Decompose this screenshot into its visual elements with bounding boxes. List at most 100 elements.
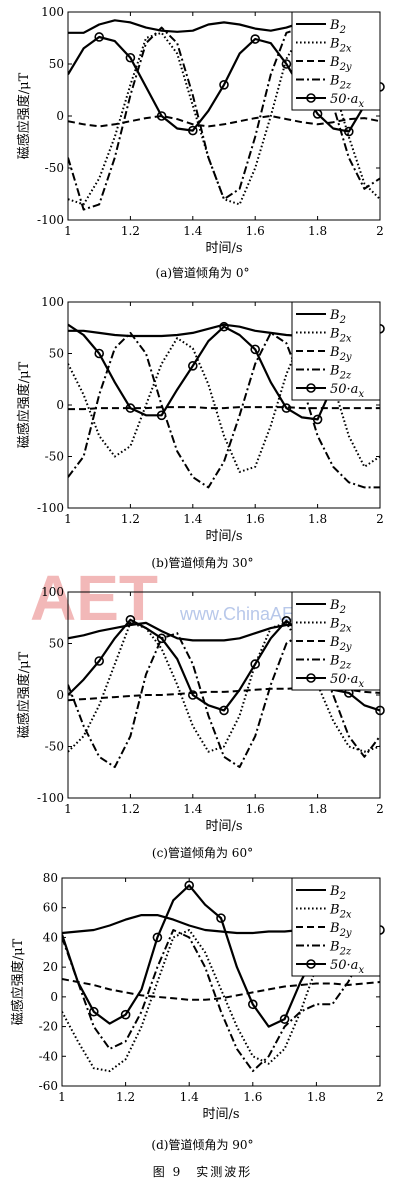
series-marker: [281, 403, 292, 413]
legend-entry-label: 50·ax: [330, 92, 364, 110]
x-tick-label: 2: [376, 512, 384, 526]
caption-d: (d)管道倾角为 90°: [151, 1138, 254, 1152]
x-tick-label: 1.8: [308, 512, 327, 526]
series-marker: [152, 932, 163, 943]
series-marker: [120, 1009, 131, 1020]
x-axis-label: 时间/s: [205, 819, 242, 834]
legend-entry-label: B2x: [329, 37, 352, 55]
legend-entry-label: B2z: [329, 940, 352, 958]
chart-panel-b: 1 1.2 1.4 1.6 1.8 2 -100 -50 0 50 100 时间/s 磁感应强度/μT B…: [0, 290, 405, 580]
legend-entry-label: B2z: [329, 74, 352, 92]
series-marker: [375, 705, 385, 716]
y-tick-label: -100: [37, 791, 64, 805]
series-marker: [188, 690, 198, 700]
series-marker: [250, 344, 260, 355]
series-marker: [312, 414, 323, 425]
x-tick-label: 1.2: [121, 512, 140, 526]
series-marker: [94, 656, 104, 666]
chart-a: 1 1.2 1.4 1.6 1.8 2 -100 -50 0 50 100 时间/s 磁感应强度/μT B…: [16, 5, 385, 256]
series-line-dashed: [68, 686, 380, 702]
series-marker: [184, 880, 194, 891]
y-tick-label: 50: [49, 637, 64, 651]
y-tick-label: -60: [39, 1079, 58, 1093]
series-marker: [89, 1006, 99, 1017]
x-axis-label: 时间/s: [205, 529, 242, 544]
legend-box: [291, 877, 381, 977]
y-tick-label: 100: [41, 5, 64, 19]
series-marker: [248, 999, 258, 1010]
x-tick-label: 1.6: [243, 1090, 262, 1104]
x-axis-label: 时间/s: [202, 1107, 239, 1122]
x-tick-label: 1: [58, 1090, 66, 1104]
y-tick-label: 0: [56, 109, 64, 123]
x-tick-label: 1.8: [308, 802, 327, 816]
legend-entry-label: B2x: [329, 903, 352, 921]
y-tick-label: -50: [45, 450, 64, 464]
series-line-dashdot: [62, 929, 380, 1073]
series-marker: [281, 616, 292, 626]
legend-entry-label: B2z: [329, 364, 352, 382]
x-tick-label: 1: [64, 802, 72, 816]
y-tick-label: 50: [49, 347, 64, 361]
caption-a: (a)管道倾角为 0°: [155, 266, 250, 280]
series-marker: [156, 633, 167, 644]
y-tick-label: 0: [50, 990, 58, 1004]
chart-d: 1 1.2 1.4 1.6 1.8 2 -60 -40 -20 0 20 40 60 80 时间/s 磁感应强…: [10, 871, 385, 1122]
series-marker: [156, 111, 167, 121]
series-line-dashed: [68, 115, 380, 128]
legend-marker: [306, 959, 316, 969]
legend-box: [291, 591, 381, 691]
series-marker: [343, 126, 354, 137]
x-tick-label: 1.6: [246, 802, 265, 816]
chart-b: 1 1.2 1.4 1.6 1.8 2 -100 -50 0 50 100 时间/s 磁感应强度/μT B…: [16, 295, 385, 544]
x-tick-label: 1.8: [307, 1090, 326, 1104]
series-marker: [94, 32, 104, 42]
y-tick-label: -50: [45, 740, 64, 754]
legend-entry-label: B2y: [329, 55, 352, 73]
legend-entry-label: B2x: [329, 327, 352, 345]
series-marker: [125, 615, 136, 625]
series-marker: [250, 659, 260, 669]
y-tick-label: 50: [49, 57, 64, 71]
series-marker: [125, 52, 136, 63]
y-tick-label: -40: [39, 1049, 58, 1063]
legend-entry-label: 50·ax: [330, 382, 364, 400]
y-axis-label: 磁感应强度/μT: [10, 938, 26, 1025]
legend-entry-label: 50·ax: [330, 958, 364, 976]
legend-entry-label: B2y: [329, 635, 352, 653]
chart-c: 1 1.2 1.4 1.6 1.8 2 -100 -50 0 50 100 时间/s 磁感应强度/μT B…: [16, 585, 385, 834]
x-tick-label: 1.4: [180, 1090, 199, 1104]
caption-b: (b)管道倾角为 30°: [151, 556, 254, 570]
series-marker: [279, 1014, 290, 1024]
y-tick-label: -50: [45, 161, 64, 175]
series-line-dotted: [68, 337, 380, 473]
x-tick-label: 1.4: [183, 224, 202, 238]
caption-c: (c)管道倾角为 60°: [151, 846, 254, 860]
y-tick-label: 60: [43, 901, 58, 915]
y-tick-label: 20: [43, 960, 58, 974]
legend-entry-label: B2z: [329, 654, 352, 672]
x-tick-label: 2: [376, 224, 384, 238]
y-tick-label: -100: [37, 501, 64, 515]
y-tick-label: -20: [39, 1020, 58, 1034]
legend-entry-label: B2: [329, 308, 346, 326]
y-tick-label: -100: [37, 213, 64, 227]
series-marker: [250, 34, 260, 44]
series-marker: [94, 348, 104, 359]
series-marker: [188, 125, 198, 136]
series-marker: [219, 321, 229, 332]
x-tick-label: 1: [64, 512, 72, 526]
legend-entry-label: 50·ax: [330, 672, 364, 690]
series-marker: [125, 403, 136, 413]
series-marker: [156, 410, 167, 421]
x-tick-label: 1.6: [246, 224, 265, 238]
y-tick-label: 100: [41, 295, 64, 309]
figure-caption: 图 9 实测波形: [152, 1165, 253, 1179]
series-marker: [219, 80, 229, 90]
x-tick-label: 1.8: [308, 224, 327, 238]
legend-entry-label: B2: [329, 18, 346, 36]
legend-marker: [306, 93, 316, 103]
series-line-solid-circle: [68, 35, 380, 133]
chart-panel-d: 1 1.2 1.4 1.6 1.8 2 -60 -40 -20 0 20 40 60 80 时间/s 磁感应强…: [0, 866, 405, 1166]
legend-entry-label: B2x: [329, 617, 352, 635]
